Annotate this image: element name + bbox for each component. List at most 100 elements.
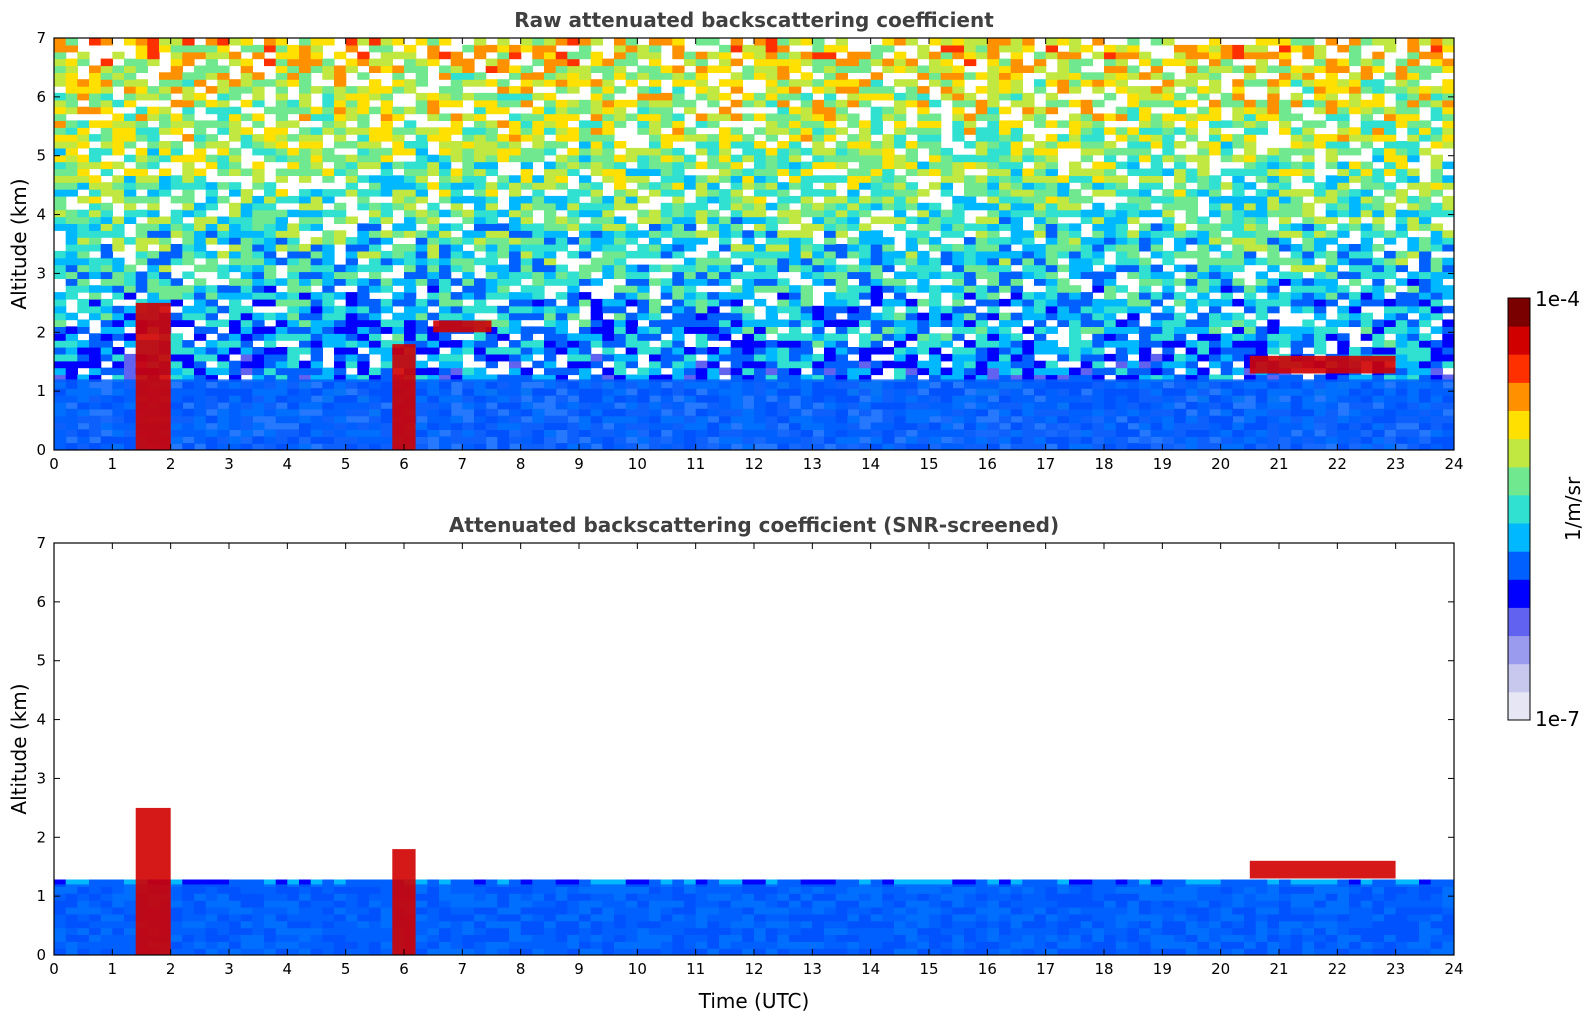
heatmap-cell — [159, 223, 172, 231]
heatmap-cell — [1150, 278, 1163, 286]
heatmap-cell — [719, 312, 732, 321]
heatmap-cell — [567, 353, 580, 362]
heatmap-cell — [474, 51, 487, 60]
heatmap-cell — [287, 120, 300, 128]
heatmap-cell — [975, 202, 988, 211]
heatmap-cell — [1010, 44, 1023, 53]
heatmap-cell — [439, 147, 452, 156]
heatmap-cell — [1092, 319, 1105, 327]
heatmap-cell — [672, 312, 685, 321]
heatmap-cell — [439, 99, 452, 108]
heatmap-cell — [334, 202, 347, 211]
heatmap-cell — [824, 374, 837, 382]
heatmap-cell — [824, 147, 837, 156]
heatmap-cell — [1104, 264, 1117, 273]
heatmap-cell — [637, 244, 650, 252]
heatmap-cell — [847, 134, 860, 142]
heatmap-cell — [894, 65, 907, 73]
heatmap-cell — [824, 347, 837, 355]
heatmap-cell — [800, 264, 813, 273]
heatmap-cell — [275, 168, 288, 176]
heatmap-cell — [637, 271, 650, 279]
heatmap-cell — [614, 340, 627, 348]
heatmap-cell — [1185, 154, 1198, 163]
heatmap-cell — [1197, 168, 1210, 176]
heatmap-cell — [77, 264, 90, 273]
heatmap-cell — [614, 182, 627, 190]
heatmap-cell — [380, 353, 393, 362]
heatmap-cell — [380, 58, 393, 67]
heatmap-cell — [322, 333, 335, 341]
heatmap-cell — [485, 292, 498, 300]
heatmap-cell — [765, 86, 778, 94]
heatmap-cell — [1080, 353, 1093, 362]
heatmap-cell — [765, 51, 778, 60]
heatmap-cell — [1232, 202, 1245, 211]
heatmap-cell — [532, 175, 545, 183]
heatmap-cell — [882, 189, 895, 197]
heatmap-cell — [1174, 298, 1187, 307]
heatmap-cell — [707, 51, 720, 60]
heatmap-cell — [579, 244, 592, 252]
heatmap-cell — [415, 298, 428, 307]
heatmap-cell — [392, 182, 405, 190]
heatmap-cell — [287, 237, 300, 245]
heatmap-cell — [194, 154, 207, 163]
heatmap-cell — [730, 72, 743, 80]
heatmap-cell — [567, 237, 580, 245]
heatmap-cell — [509, 154, 522, 163]
heatmap-cell — [905, 319, 918, 327]
heatmap-cell — [112, 79, 125, 87]
heatmap-cell — [380, 202, 393, 211]
heatmap-cell — [730, 271, 743, 279]
heatmap-cell — [544, 305, 557, 314]
heatmap-cell — [882, 182, 895, 190]
heatmap-cell — [322, 230, 335, 238]
heatmap-cell — [1104, 127, 1117, 135]
heatmap-cell — [205, 58, 218, 67]
heatmap-cell — [1162, 72, 1175, 80]
heatmap-cell — [322, 298, 335, 307]
heatmap-cell — [170, 312, 183, 321]
heatmap-cell — [719, 58, 732, 67]
heatmap-cell — [1209, 278, 1222, 286]
heatmap-cell — [777, 58, 790, 67]
heatmap-cell — [870, 72, 883, 80]
heatmap-cell — [590, 340, 603, 348]
heatmap-cell — [65, 92, 78, 101]
heatmap-cell — [485, 326, 498, 334]
heatmap-cell — [555, 86, 568, 94]
heatmap-cell — [590, 113, 603, 121]
heatmap-cell — [1232, 319, 1245, 327]
heatmap-cell — [520, 147, 533, 156]
heatmap-cell — [894, 195, 907, 204]
heatmap-cell — [415, 72, 428, 80]
heatmap-cell — [54, 319, 67, 327]
heatmap-cell — [532, 278, 545, 286]
heatmap-cell — [742, 271, 755, 279]
heatmap-cell — [1092, 161, 1105, 170]
heatmap-cell — [730, 230, 743, 238]
heatmap-cell — [380, 209, 393, 218]
heatmap-cell — [765, 326, 778, 334]
heatmap-cell — [124, 175, 137, 183]
heatmap-cell — [147, 202, 160, 211]
heatmap-cell — [905, 92, 918, 101]
heatmap-cell — [660, 202, 673, 211]
heatmap-cell — [1185, 209, 1198, 218]
heatmap-cell — [345, 189, 358, 197]
heatmap-cell — [905, 86, 918, 94]
heatmap-cell — [555, 106, 568, 115]
heatmap-cell — [1034, 271, 1047, 279]
heatmap-cell — [964, 244, 977, 252]
heatmap-cell — [532, 182, 545, 190]
heatmap-cell — [1174, 44, 1187, 53]
heatmap-cell — [1034, 202, 1047, 211]
heatmap-cell — [415, 65, 428, 73]
heatmap-cell — [952, 264, 965, 273]
heatmap-cell — [637, 264, 650, 273]
heatmap-cell — [509, 113, 522, 121]
heatmap-cell — [637, 278, 650, 286]
heatmap-cell — [252, 278, 265, 286]
heatmap-cell — [415, 209, 428, 218]
